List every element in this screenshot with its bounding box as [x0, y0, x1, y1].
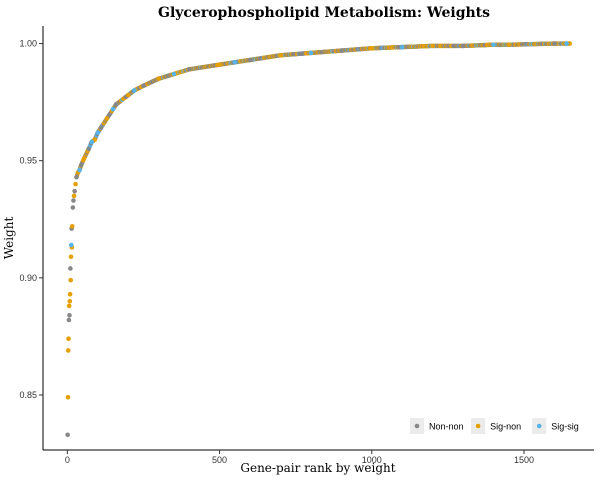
- data-point: [186, 67, 192, 72]
- data-point: [77, 167, 82, 173]
- data-point: [71, 193, 77, 199]
- data-point: [141, 83, 146, 89]
- data-point: [171, 71, 177, 77]
- data-point: [491, 42, 496, 48]
- data-point: [110, 106, 116, 112]
- y-tick-label: 0.90: [19, 273, 37, 283]
- legend-swatch: [475, 423, 481, 429]
- data-point: [66, 317, 72, 323]
- data-point: [70, 205, 76, 210]
- chart-title: Glycerophospholipid Metabolism: Weights: [158, 5, 490, 21]
- data-points: [65, 41, 572, 438]
- data-point: [125, 92, 131, 98]
- data-point: [69, 223, 75, 229]
- data-point: [232, 60, 238, 65]
- y-tick-label: 0.95: [19, 156, 37, 166]
- data-point: [132, 88, 137, 93]
- data-point: [552, 41, 557, 46]
- data-point: [74, 174, 79, 180]
- data-point: [308, 50, 314, 56]
- legend: Non-non Sig-non Sig-sig: [410, 418, 579, 434]
- data-point: [98, 125, 104, 131]
- data-point: [399, 44, 405, 50]
- data-point: [95, 130, 101, 135]
- data-point: [67, 291, 73, 297]
- data-point: [73, 181, 78, 187]
- data-point: [369, 45, 375, 51]
- data-point: [339, 48, 344, 53]
- data-point: [66, 303, 72, 309]
- data-point: [86, 146, 91, 152]
- x-tick-label: 1500: [514, 455, 534, 465]
- legend-label: Sig-sig: [551, 422, 579, 432]
- data-point: [278, 52, 283, 58]
- data-point: [247, 57, 253, 63]
- legend-swatch: [414, 423, 420, 429]
- data-point: [68, 277, 74, 283]
- x-tick-label: 500: [212, 455, 227, 465]
- data-point: [81, 156, 87, 161]
- data-point: [68, 266, 73, 271]
- data-point: [72, 188, 77, 194]
- data-point: [89, 139, 95, 145]
- data-point: [78, 163, 84, 168]
- y-tick-label: 0.85: [19, 390, 37, 400]
- x-tick-label: 1000: [362, 455, 382, 465]
- legend-label: Non-non: [429, 422, 464, 432]
- data-point: [66, 336, 71, 342]
- legend-label: Sig-non: [490, 422, 521, 432]
- data-point: [217, 62, 222, 67]
- data-point: [65, 348, 71, 353]
- data-point: [104, 116, 110, 121]
- data-point: [65, 394, 71, 400]
- data-point: [156, 76, 161, 82]
- data-point: [65, 432, 70, 438]
- data-point: [67, 313, 72, 318]
- x-axis-title: Gene-pair rank by weight: [240, 461, 395, 475]
- y-axis-title: Weight: [2, 217, 16, 260]
- y-axis-ticks: 0.85 0.90 0.95 1.00: [19, 39, 43, 400]
- data-point: [67, 298, 73, 304]
- legend-swatch: [536, 423, 542, 429]
- x-axis-ticks: 0 500 1000 1500: [65, 450, 534, 465]
- data-point: [68, 254, 74, 260]
- data-point: [564, 41, 569, 46]
- data-point: [430, 43, 435, 49]
- x-tick-label: 0: [65, 455, 70, 465]
- data-point: [506, 42, 512, 48]
- data-point: [113, 102, 119, 107]
- data-point: [71, 198, 76, 203]
- data-point: [69, 242, 74, 248]
- y-tick-label: 1.00: [19, 39, 37, 49]
- data-point: [460, 43, 466, 49]
